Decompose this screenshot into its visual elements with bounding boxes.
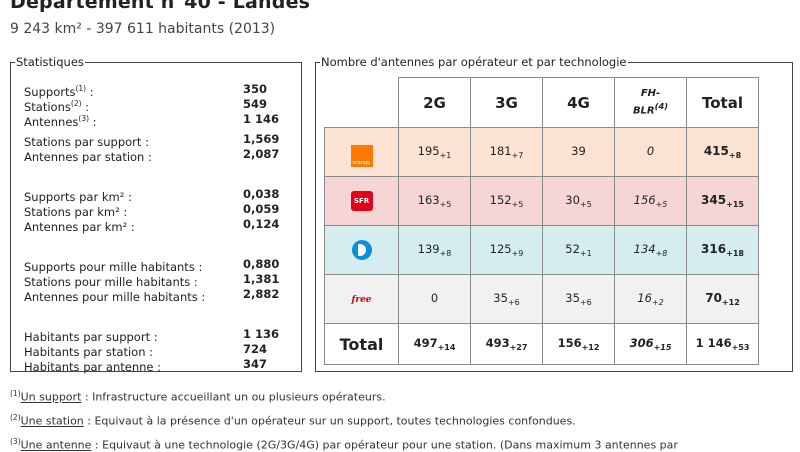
- cell-total: 415+8: [686, 127, 759, 177]
- operator-logo-cell: [324, 225, 399, 275]
- operators-panel: Nombre d'antennes par opérateur et par t…: [315, 55, 793, 372]
- stat-label: Antennes(3) :: [24, 114, 97, 129]
- cell-c2g: 0: [398, 274, 471, 324]
- operator-logo-cell: orange: [324, 127, 399, 177]
- header-4g: 4G: [542, 77, 615, 128]
- operator-row-orange: orange 195+1 181+7 39 0 415+8: [324, 127, 759, 177]
- table-header-row: 2G 3G 4G FH- BLR(4) Total: [324, 77, 759, 128]
- operator-logo-cell: SFR: [324, 176, 399, 226]
- free-logo-icon: free: [351, 294, 372, 305]
- footnote-support: (1)Un support : Infrastructure accueilla…: [10, 389, 386, 404]
- stat-value: 724: [243, 342, 268, 356]
- stat-label: Supports pour mille habitants :: [24, 259, 203, 274]
- operators-table: 2G 3G 4G FH- BLR(4) Total orange 195+1 181+…: [324, 77, 759, 365]
- stat-value: 347: [243, 357, 268, 371]
- stat-label: Habitants par support :: [24, 329, 158, 344]
- header-empty-cell: [324, 77, 399, 128]
- total-all: 1 146+53: [686, 323, 759, 365]
- total-3g: 493+27: [470, 323, 543, 365]
- stat-value: 2,882: [243, 287, 280, 301]
- operator-row-sfr: SFR 163+5 152+5 30+5 156+5 345+15: [324, 176, 759, 226]
- stat-label: Stations pour mille habitants :: [24, 274, 198, 289]
- page-subtitle: 9 243 km² - 397 611 habitants (2013): [10, 21, 276, 37]
- total-2g: 497+14: [398, 323, 471, 365]
- cell-c3g: 125+9: [470, 225, 543, 275]
- footnote-station: (2)Une station : Equivaut à la présence …: [10, 413, 576, 428]
- operator-logo-cell: free: [324, 274, 399, 324]
- sfr-logo-icon: SFR: [350, 191, 373, 211]
- stat-value: 2,087: [243, 147, 280, 161]
- stat-label: Habitants par antenne :: [24, 359, 162, 374]
- total-4g: 156+12: [542, 323, 615, 365]
- stat-label: Supports(1) :: [24, 84, 94, 99]
- cell-c3g: 181+7: [470, 127, 543, 177]
- stat-value: 1 146: [243, 112, 280, 126]
- cell-fh: 16+2: [614, 274, 687, 324]
- total-fh: 306+15: [614, 323, 687, 365]
- stat-value: 0,880: [243, 257, 280, 271]
- cell-total: 316+18: [686, 225, 759, 275]
- cell-total: 345+15: [686, 176, 759, 226]
- cell-fh: 0: [614, 127, 687, 177]
- stat-value: 1,569: [243, 132, 280, 146]
- statistics-panel: Statistiques Supports(1) : 350 Stations(2)…: [10, 55, 302, 374]
- stat-label: Stations par km² :: [24, 204, 128, 219]
- stat-value: 0,124: [243, 217, 280, 231]
- header-fh-blr: FH- BLR(4): [614, 77, 687, 128]
- statistics-legend: Statistiques: [16, 55, 84, 69]
- total-row: Total 497+14 493+27 156+12 306+15 1 146+…: [324, 323, 759, 365]
- page-title: Département n°40 - Landes: [10, 0, 311, 13]
- cell-c4g: 35+6: [542, 274, 615, 324]
- cell-c4g: 30+5: [542, 176, 615, 226]
- stat-value: 0,059: [243, 202, 280, 216]
- cell-c4g: 39: [542, 127, 615, 177]
- operator-row-bouygues: 139+8 125+9 52+1 134+8 316+18: [324, 225, 759, 275]
- orange-logo-icon: orange: [350, 145, 373, 167]
- stat-label: Antennes par station :: [24, 149, 152, 164]
- operators-legend: Nombre d'antennes par opérateur et par t…: [321, 55, 627, 69]
- bouygues-logo-icon: [351, 240, 372, 260]
- cell-c3g: 35+6: [470, 274, 543, 324]
- stat-label: Habitants par station :: [24, 344, 154, 359]
- cell-c3g: 152+5: [470, 176, 543, 226]
- stat-label: Antennes pour mille habitants :: [24, 289, 206, 304]
- stat-label: Stations par support :: [24, 134, 149, 149]
- operator-row-free: free 0 35+6 35+6 16+2 70+12: [324, 274, 759, 324]
- header-3g: 3G: [470, 77, 543, 128]
- stat-label: Stations(2) :: [24, 99, 90, 114]
- stat-value: 0,038: [243, 187, 280, 201]
- cell-fh: 156+5: [614, 176, 687, 226]
- cell-total: 70+12: [686, 274, 759, 324]
- header-total: Total: [686, 77, 759, 128]
- total-row-label: Total: [324, 323, 399, 365]
- stat-value: 1,381: [243, 272, 280, 286]
- cell-fh: 134+8: [614, 225, 687, 275]
- stat-label: Supports par km² :: [24, 189, 132, 204]
- stat-value: 1 136: [243, 327, 280, 341]
- cell-c2g: 139+8: [398, 225, 471, 275]
- operator-rows: orange 195+1 181+7 39 0 415+8 SFR 163+5 152+5 30+…: [324, 127, 759, 324]
- header-2g: 2G: [398, 77, 471, 128]
- stat-label: Antennes par km² :: [24, 219, 135, 234]
- cell-c2g: 163+5: [398, 176, 471, 226]
- stat-value: 549: [243, 97, 268, 111]
- stat-value: 350: [243, 82, 268, 96]
- cell-c4g: 52+1: [542, 225, 615, 275]
- cell-c2g: 195+1: [398, 127, 471, 177]
- footnote-antenne: (3)Une antenne : Equivaut à une technolo…: [10, 437, 678, 452]
